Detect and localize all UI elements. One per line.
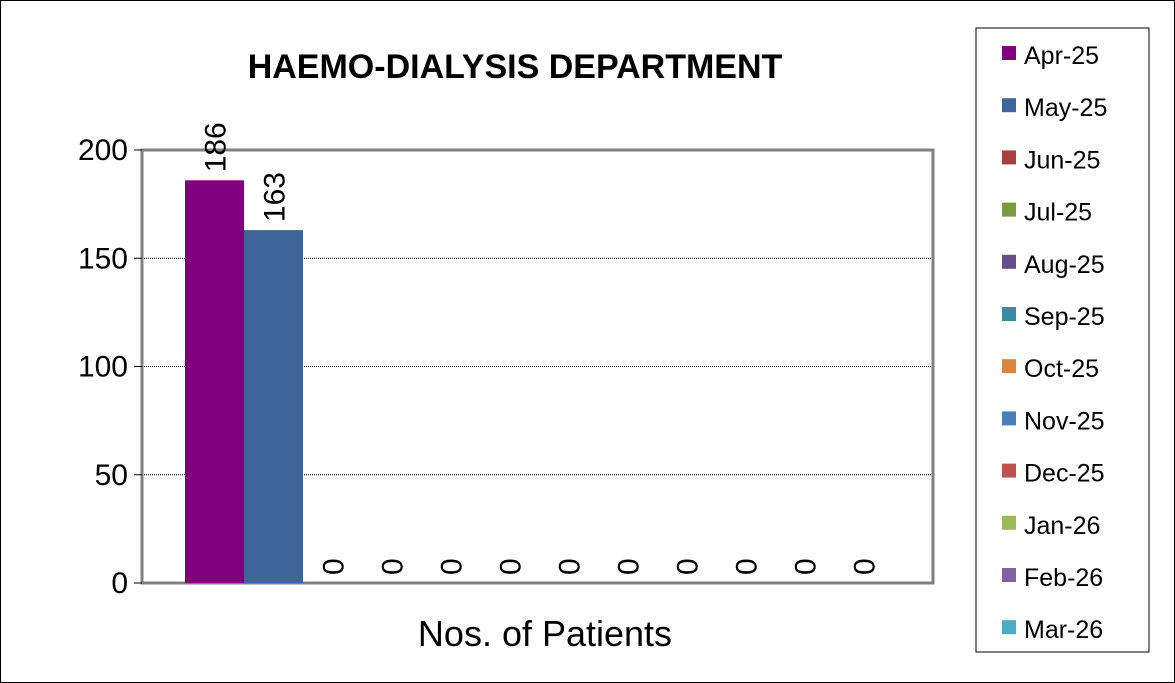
legend-swatch bbox=[1002, 98, 1016, 113]
legend-swatch bbox=[1002, 568, 1016, 582]
data-label: 0 bbox=[436, 558, 469, 575]
data-label: 0 bbox=[613, 558, 646, 575]
legend-swatch bbox=[1002, 46, 1016, 60]
legend-label: Sep-25 bbox=[1024, 303, 1105, 331]
legend-label: Jun-25 bbox=[1024, 146, 1100, 174]
legend-swatch bbox=[1002, 254, 1016, 269]
bars bbox=[185, 180, 303, 584]
legend-swatch bbox=[1002, 202, 1016, 217]
bar-apr-25 bbox=[185, 180, 244, 583]
data-label: 163 bbox=[259, 172, 292, 222]
legend-label: Oct-25 bbox=[1024, 355, 1099, 383]
chart-title: HAEMO-DIALYSIS DEPARTMENT bbox=[248, 48, 783, 86]
legend-label: Dec-25 bbox=[1024, 460, 1105, 488]
legend-label: Jan-26 bbox=[1024, 512, 1100, 540]
y-tick-label: 200 bbox=[78, 134, 128, 167]
y-tick-label: 150 bbox=[78, 242, 128, 275]
data-label: 0 bbox=[318, 558, 351, 575]
x-axis-label: Nos. of Patients bbox=[418, 613, 672, 654]
legend-label: Aug-25 bbox=[1024, 251, 1105, 279]
data-labels: 186 163 0 0 0 0 0 0 0 0 0 0 bbox=[200, 122, 882, 575]
legend-swatch bbox=[1002, 150, 1016, 165]
legend-swatch bbox=[1002, 463, 1016, 478]
data-label: 0 bbox=[554, 558, 587, 575]
data-label: 0 bbox=[377, 558, 410, 575]
data-label: 186 bbox=[200, 122, 233, 172]
data-label: 0 bbox=[672, 558, 705, 575]
legend-label: Feb-26 bbox=[1024, 564, 1103, 592]
y-axis-ticks: 0 50 100 150 200 bbox=[78, 134, 142, 600]
legend-swatch bbox=[1002, 620, 1016, 635]
data-label: 0 bbox=[790, 558, 823, 575]
legend-label: May-25 bbox=[1024, 94, 1107, 122]
bar-may-25 bbox=[244, 230, 303, 584]
legend-label: Apr-25 bbox=[1024, 42, 1099, 70]
legend-swatch bbox=[1002, 411, 1016, 426]
data-label: 0 bbox=[849, 558, 882, 575]
legend bbox=[975, 27, 1150, 653]
legend-label: Jul-25 bbox=[1024, 199, 1092, 227]
legend-label: Mar-26 bbox=[1024, 616, 1103, 644]
legend-swatch bbox=[1002, 515, 1016, 530]
data-label: 0 bbox=[495, 558, 528, 575]
y-tick-label: 50 bbox=[95, 459, 128, 492]
legend-swatch bbox=[1002, 307, 1016, 321]
y-tick-label: 100 bbox=[78, 351, 128, 384]
y-tick-label: 0 bbox=[111, 567, 128, 600]
legend-items: Apr-25 May-25 Jun-25 Jul-25 Aug-25 Sep-25 Oct-… bbox=[1002, 42, 1107, 644]
legend-label: Nov-25 bbox=[1024, 407, 1105, 435]
data-label: 0 bbox=[731, 558, 764, 575]
legend-swatch bbox=[1002, 359, 1016, 374]
